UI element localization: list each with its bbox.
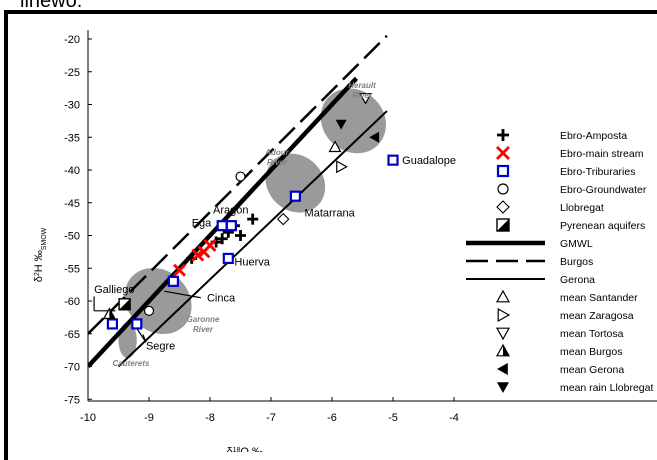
legend-swatch bbox=[496, 200, 510, 214]
legend-label: mean Tortosa bbox=[560, 328, 624, 340]
x-tick-label: -4 bbox=[449, 412, 459, 424]
data-point bbox=[359, 92, 373, 105]
legend-label: Ebro-Triburaries bbox=[560, 166, 635, 178]
data-point bbox=[276, 212, 290, 226]
data-point bbox=[216, 233, 228, 245]
data-point bbox=[387, 154, 399, 166]
label-pointer-line bbox=[164, 290, 201, 299]
legend-swatch bbox=[497, 183, 509, 195]
point-annotation: Segre bbox=[146, 341, 175, 353]
region-label: Herault bbox=[348, 81, 376, 90]
data-point bbox=[235, 230, 246, 241]
meteoric-water-line bbox=[117, 110, 388, 368]
legend-label: Ebro-Groundwater bbox=[560, 184, 647, 196]
region-label: River bbox=[267, 158, 288, 167]
y-tick-label: -50 bbox=[64, 231, 80, 243]
data-point bbox=[106, 318, 119, 330]
data-point bbox=[216, 220, 228, 232]
legend-swatch bbox=[497, 307, 511, 323]
point-annotation: Huerva bbox=[234, 257, 270, 269]
data-point bbox=[328, 140, 342, 153]
data-point bbox=[225, 220, 237, 232]
legend-label: Burgos bbox=[560, 256, 593, 268]
data-point bbox=[167, 275, 179, 287]
legend-label: mean Burgos bbox=[560, 346, 622, 358]
data-point bbox=[109, 308, 115, 319]
data-point bbox=[173, 263, 186, 277]
y-tick-label: -55 bbox=[64, 263, 80, 275]
data-point bbox=[247, 213, 259, 225]
data-point bbox=[191, 248, 205, 262]
point-annotation: Guadalope bbox=[402, 155, 456, 167]
data-point bbox=[289, 190, 301, 202]
point-annotation: Aragon bbox=[213, 204, 248, 216]
y-axis-label: δ2H ‰SMOW bbox=[33, 227, 48, 282]
top-caption: linewo. bbox=[20, 0, 83, 12]
y-tick-label: -30 bbox=[64, 100, 80, 112]
legend-label: mean rain Llobregat bbox=[560, 382, 653, 394]
data-point bbox=[119, 298, 131, 310]
y-tick-label: -40 bbox=[64, 165, 80, 177]
x-tick-label: -9 bbox=[144, 412, 154, 424]
y-tick-label: -20 bbox=[64, 34, 80, 46]
point-annotation: Galliego bbox=[94, 284, 134, 296]
legend-swatch bbox=[497, 129, 509, 141]
y-tick-label: -25 bbox=[64, 67, 80, 79]
data-point bbox=[203, 238, 217, 252]
point-annotation: Cinca bbox=[207, 293, 236, 305]
legend-label: mean Santander bbox=[560, 292, 638, 304]
data-point bbox=[336, 160, 348, 174]
legend-swatch bbox=[495, 327, 511, 341]
x-tick-label: -10 bbox=[80, 412, 96, 424]
legend-label: Gerona bbox=[560, 274, 595, 286]
legend-swatch bbox=[497, 363, 508, 375]
x-tick-label: -7 bbox=[266, 412, 276, 424]
data-point bbox=[235, 171, 246, 182]
legend-swatch bbox=[497, 219, 509, 231]
legend-label: mean Gerona bbox=[560, 364, 624, 376]
data-point bbox=[335, 119, 347, 130]
legend-swatch bbox=[495, 289, 511, 303]
y-tick-label: -75 bbox=[64, 394, 80, 406]
y-tick-label: -65 bbox=[64, 329, 80, 341]
data-point bbox=[131, 318, 143, 330]
region-label: River bbox=[352, 91, 373, 100]
legend-label: Ebro-main stream bbox=[560, 148, 644, 160]
data-point bbox=[369, 131, 380, 143]
y-tick-label: -45 bbox=[64, 198, 80, 210]
region-label: Garonne bbox=[187, 315, 220, 324]
legend-swatch bbox=[503, 345, 509, 356]
region-label: Adour bbox=[264, 148, 289, 157]
legend-swatch bbox=[497, 382, 509, 393]
label-pointer-line bbox=[136, 328, 147, 343]
region-label: River bbox=[193, 325, 214, 334]
region-label: Cauterets bbox=[113, 359, 150, 368]
y-tick-label: -70 bbox=[64, 362, 80, 374]
legend-swatch bbox=[496, 164, 510, 178]
legend-label: Ebro-Amposta bbox=[560, 130, 627, 142]
x-tick-label: -8 bbox=[205, 412, 215, 424]
chart-frame bbox=[4, 10, 657, 460]
legend-label: GMWL bbox=[560, 238, 593, 250]
y-tick-label: -35 bbox=[64, 132, 80, 144]
legend-swatch bbox=[496, 146, 510, 160]
point-annotation: Ega bbox=[192, 217, 212, 229]
y-tick-label: -60 bbox=[64, 296, 80, 308]
point-annotation: Matarrana bbox=[305, 208, 356, 220]
data-point bbox=[143, 305, 155, 316]
meteoric-water-line bbox=[88, 34, 388, 335]
x-tick-label: -6 bbox=[327, 412, 337, 424]
legend-label: Llobregat bbox=[560, 202, 604, 214]
x-tick-label: -5 bbox=[388, 412, 398, 424]
x-axis-label: δ18O ‰SMOW bbox=[226, 446, 285, 452]
river-region-ellipse bbox=[265, 153, 326, 213]
legend-label: Pyrenean aquifers bbox=[560, 220, 645, 232]
data-point bbox=[222, 252, 234, 265]
legend-label: mean Zaragosa bbox=[560, 310, 634, 322]
